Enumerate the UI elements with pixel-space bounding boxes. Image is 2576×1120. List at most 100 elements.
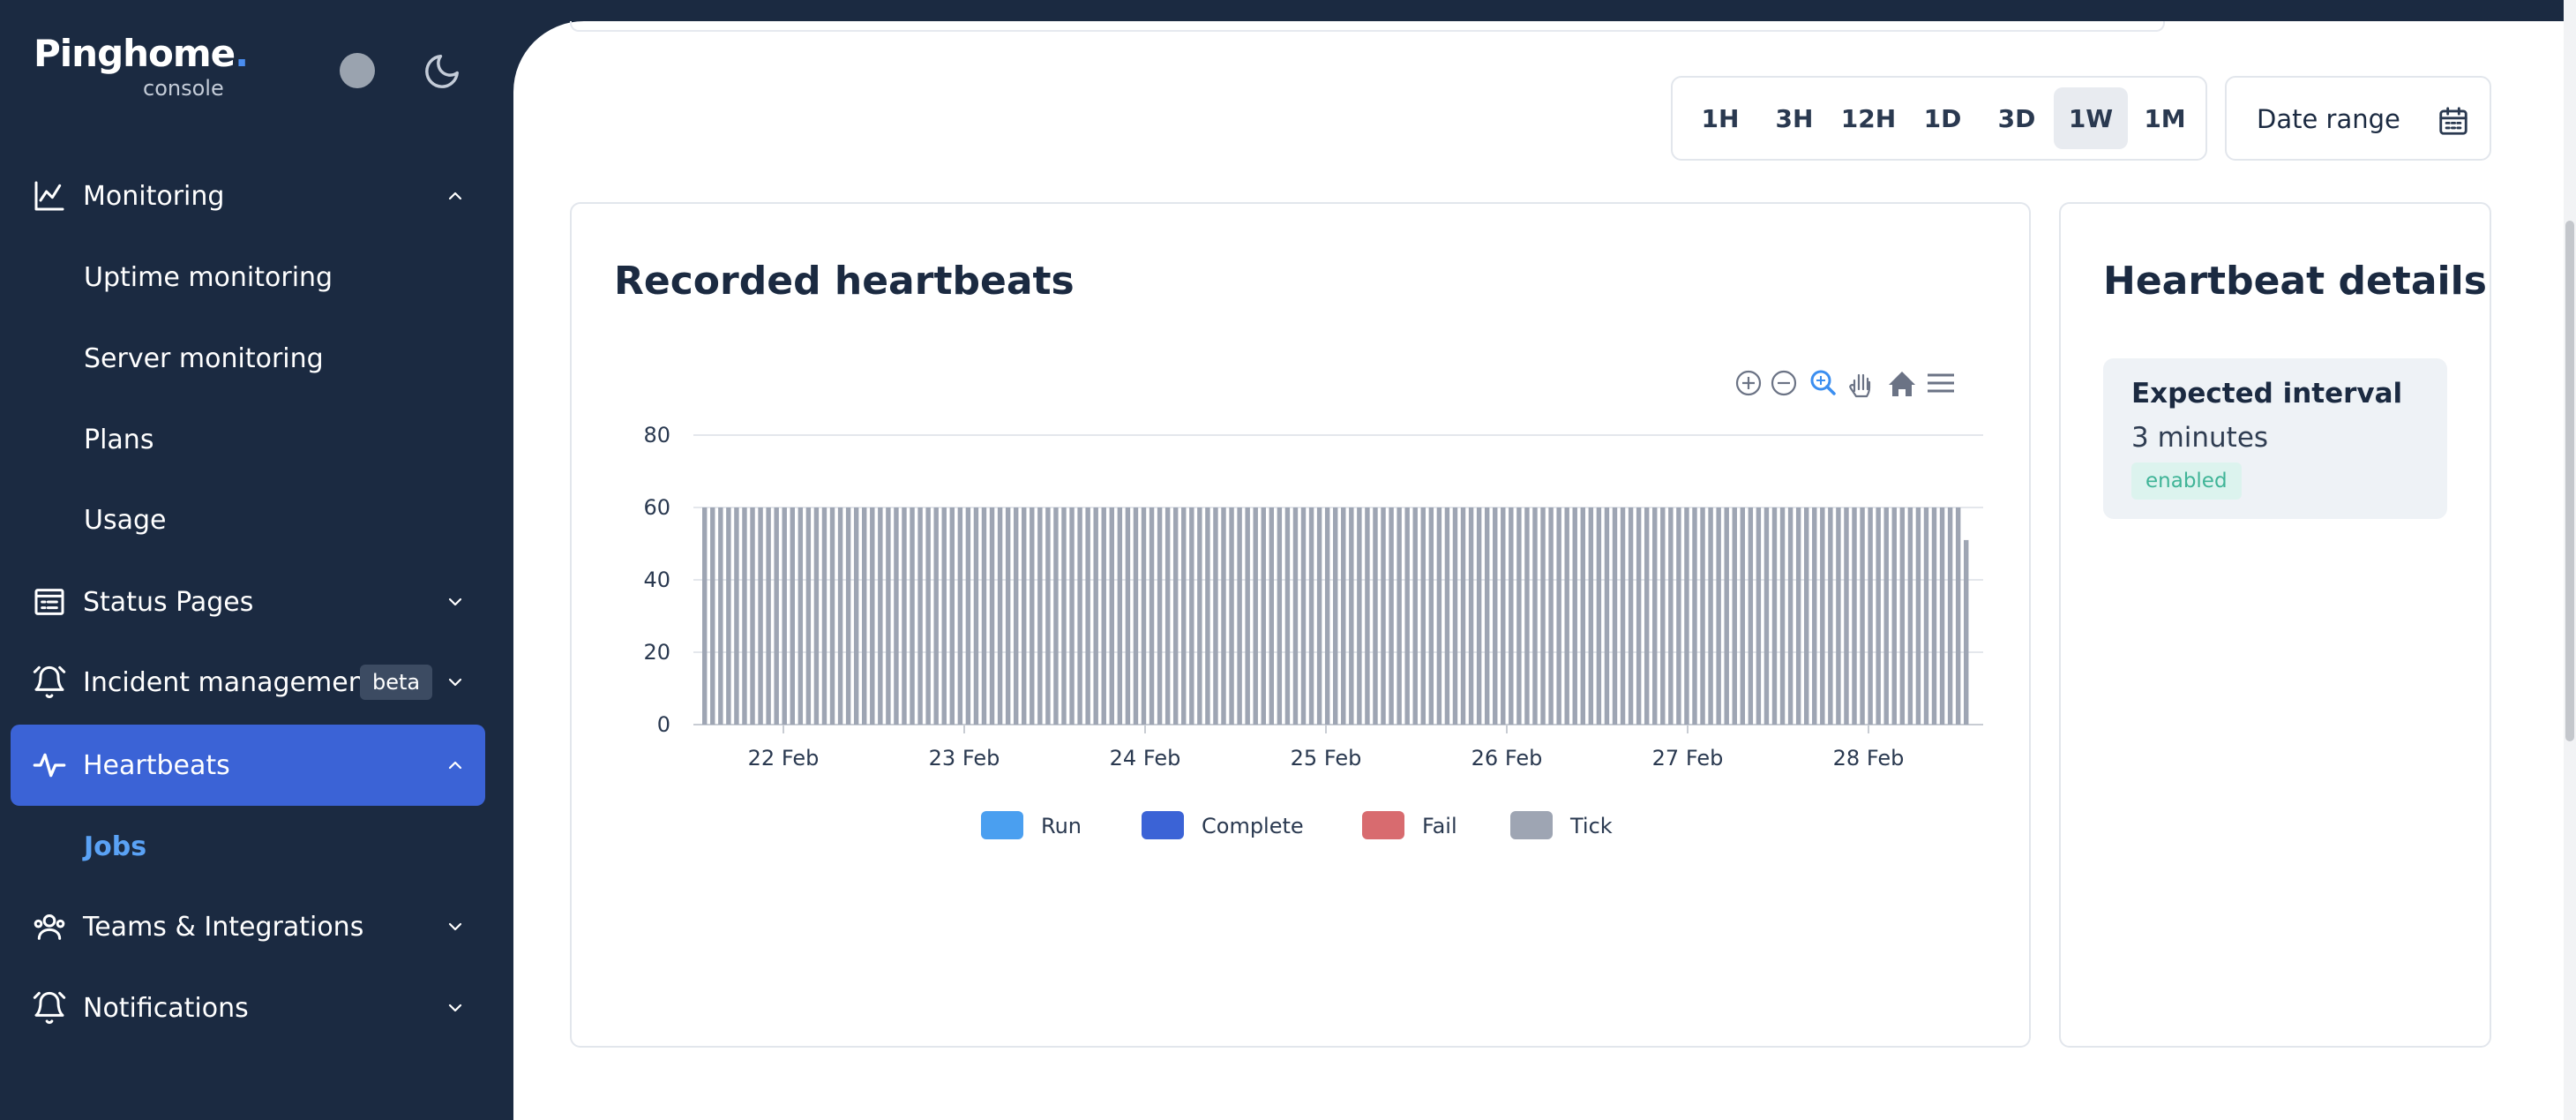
tick-bar[interactable] [1037, 507, 1043, 725]
tick-bar[interactable] [1221, 507, 1226, 725]
tick-bar[interactable] [1381, 507, 1386, 725]
tick-bar[interactable] [1412, 507, 1418, 725]
date-range-picker[interactable]: Date range [2225, 76, 2491, 161]
tick-bar[interactable] [1684, 507, 1689, 725]
tick-bar[interactable] [1468, 507, 1474, 725]
tick-bar[interactable] [1077, 507, 1082, 725]
tick-bar[interactable] [1748, 507, 1754, 725]
tick-bar[interactable] [894, 507, 899, 725]
tick-bar[interactable] [1436, 507, 1442, 725]
tick-bar[interactable] [1740, 507, 1746, 725]
tick-bar[interactable] [1844, 507, 1849, 725]
tick-bar[interactable] [1213, 507, 1218, 725]
sidebar-subitem-jobs[interactable]: Jobs [84, 831, 147, 862]
tick-bar[interactable] [1692, 507, 1697, 725]
tick-bar[interactable] [925, 507, 931, 725]
tick-bar[interactable] [1333, 507, 1338, 725]
tick-bar[interactable] [1891, 507, 1897, 725]
tick-bar[interactable] [1484, 507, 1490, 725]
tick-bar[interactable] [1341, 507, 1346, 725]
tick-bar[interactable] [1548, 507, 1554, 725]
tick-bar[interactable] [1069, 507, 1075, 725]
tick-bar[interactable] [1324, 507, 1330, 725]
tick-bar[interactable] [1628, 507, 1634, 725]
tick-bar[interactable] [949, 507, 955, 725]
tick-bar[interactable] [1828, 507, 1833, 725]
tick-bar[interactable] [726, 507, 731, 725]
tick-bar[interactable] [1013, 507, 1019, 725]
sidebar-subitem-uptime-monitoring[interactable]: Uptime monitoring [84, 262, 333, 293]
tick-bar[interactable] [1947, 507, 1953, 725]
tick-bar[interactable] [1093, 507, 1098, 725]
tick-bar[interactable] [1620, 507, 1626, 725]
tick-bar[interactable] [798, 507, 804, 725]
tick-bar[interactable] [1572, 507, 1577, 725]
tick-bar[interactable] [1444, 507, 1450, 725]
tick-bar[interactable] [1389, 507, 1394, 725]
tick-bar[interactable] [1501, 507, 1506, 725]
tick-bar[interactable] [1117, 507, 1123, 725]
tick-bar[interactable] [1939, 507, 1945, 725]
tick-bar[interactable] [1277, 507, 1283, 725]
tick-bar[interactable] [1261, 507, 1266, 725]
tick-bar[interactable] [805, 507, 812, 725]
tick-bar[interactable] [1509, 507, 1514, 725]
tick-bar[interactable] [1022, 507, 1027, 725]
tick-bar[interactable] [1868, 507, 1873, 725]
tick-bar[interactable] [1045, 507, 1051, 725]
moon-icon[interactable] [422, 51, 462, 92]
sidebar-item-monitoring[interactable]: Monitoring [11, 155, 485, 237]
range-1d-button[interactable]: 1D [1923, 103, 1962, 133]
tick-bar[interactable] [1404, 507, 1410, 725]
tick-bar[interactable] [1899, 507, 1906, 725]
tick-bar[interactable] [1428, 507, 1434, 725]
tick-bar[interactable] [1700, 507, 1705, 725]
sidebar-subitem-usage[interactable]: Usage [84, 505, 167, 536]
menu-icon[interactable] [1928, 373, 1954, 393]
tick-bar[interactable] [1452, 507, 1458, 725]
tick-bar[interactable] [1612, 507, 1618, 725]
tick-bar[interactable] [845, 507, 851, 725]
tick-bar[interactable] [1284, 507, 1291, 725]
tick-bar[interactable] [853, 507, 859, 725]
tick-bar[interactable] [941, 507, 947, 725]
zoom-in-icon[interactable] [1735, 370, 1762, 396]
tick-bar[interactable] [1245, 507, 1250, 725]
range-1h-button[interactable]: 1H [1701, 103, 1740, 133]
tick-bar[interactable] [870, 507, 875, 725]
tick-bar[interactable] [1253, 507, 1258, 725]
tick-bar[interactable] [1109, 507, 1115, 725]
tick-bar[interactable] [1915, 507, 1921, 725]
tick-bar[interactable] [1931, 507, 1937, 725]
tick-bar[interactable] [782, 507, 787, 725]
tick-bar[interactable] [973, 507, 979, 725]
tick-bar[interactable] [1061, 507, 1067, 725]
tick-bar[interactable] [742, 507, 747, 725]
tick-bar[interactable] [718, 507, 723, 725]
tick-bar[interactable] [965, 507, 971, 725]
tick-bar[interactable] [1803, 507, 1809, 725]
sidebar-item-incident-management[interactable]: Incident management beta [11, 642, 485, 723]
tick-bar[interactable] [790, 507, 795, 725]
tick-bar[interactable] [1085, 507, 1090, 725]
tick-bar[interactable] [766, 507, 771, 725]
tick-bar[interactable] [1181, 507, 1187, 725]
legend-item-run[interactable]: Run [981, 811, 1082, 839]
tick-bar[interactable] [1005, 507, 1011, 725]
tick-bar[interactable] [1205, 507, 1210, 725]
scrollbar-thumb[interactable] [2565, 221, 2574, 741]
tick-bar[interactable] [1580, 507, 1585, 725]
tick-bar[interactable] [1516, 507, 1522, 725]
tick-bar[interactable] [758, 507, 763, 725]
tick-bar[interactable] [1141, 507, 1147, 725]
range-1m-button[interactable]: 1M [2144, 103, 2186, 133]
tick-bar[interactable] [1636, 507, 1642, 725]
tick-bar[interactable] [917, 507, 923, 725]
tick-bar[interactable] [1812, 507, 1817, 725]
tick-bar[interactable] [1756, 507, 1762, 725]
tick-bar[interactable] [1149, 507, 1155, 725]
tick-bar[interactable] [1836, 507, 1841, 725]
tick-bar[interactable] [1164, 507, 1171, 725]
tick-bar[interactable] [1724, 507, 1729, 725]
light-theme-toggle[interactable] [340, 53, 375, 88]
